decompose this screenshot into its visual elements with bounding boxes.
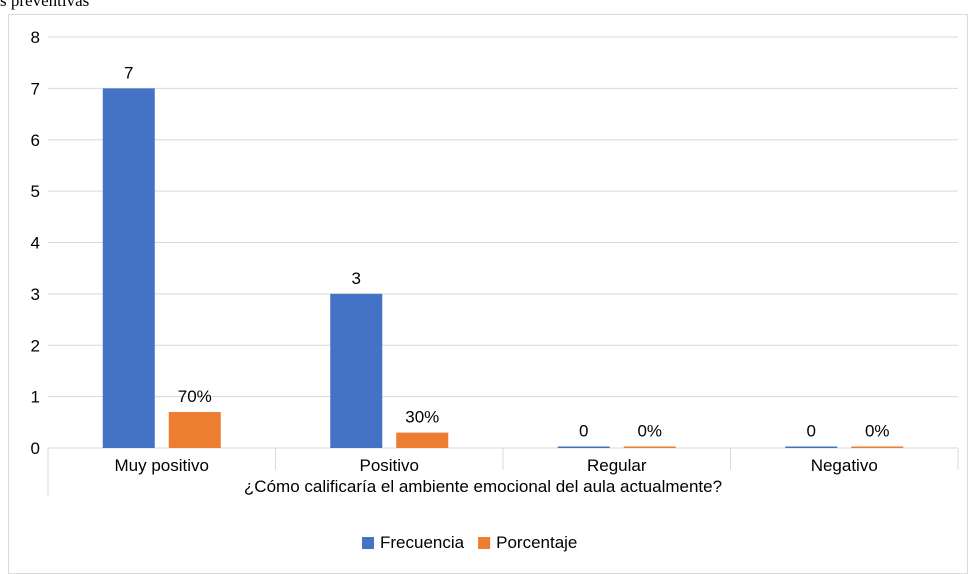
y-tick-label: 1 [31, 388, 40, 407]
y-tick-label: 3 [31, 285, 40, 304]
bar-frecuencia-3 [785, 446, 838, 448]
x-axis-title: ¿Cómo calificaría el ambiente emocional … [244, 477, 722, 496]
y-tick-label: 4 [31, 234, 40, 253]
data-label: 0% [637, 422, 662, 441]
bar-porcentaje-2 [623, 446, 676, 448]
category-label: Muy positivo [115, 456, 209, 475]
y-tick-label: 2 [31, 336, 40, 355]
legend: Frecuencia Porcentaje [362, 533, 577, 552]
legend-label: Porcentaje [496, 533, 577, 552]
legend-swatch-porcentaje [478, 537, 491, 549]
bars [102, 88, 904, 448]
legend-swatch-frecuencia [362, 537, 374, 549]
data-labels: 7 70% 3 30% 0 0% 0 0% [124, 63, 890, 440]
y-tick-label: 6 [31, 131, 40, 150]
bar-porcentaje-0 [168, 412, 221, 448]
category-label: Positivo [359, 456, 419, 475]
bar-frecuencia-1 [330, 293, 383, 448]
bar-porcentaje-3 [851, 446, 904, 448]
category-label: Negativo [811, 456, 878, 475]
y-tick-label: 7 [31, 79, 40, 98]
data-label: 0 [579, 422, 588, 441]
data-label: 3 [352, 269, 361, 288]
y-tick-label: 5 [31, 182, 40, 201]
y-tick-label: 0 [31, 439, 40, 458]
data-label: 7 [124, 63, 133, 82]
category-labels: Muy positivo Positivo Regular Negativo [115, 456, 878, 475]
category-label: Regular [587, 456, 647, 475]
bar-frecuencia-0 [102, 88, 155, 448]
data-label: 70% [178, 387, 212, 406]
legend-label: Frecuencia [380, 533, 465, 552]
data-label: 0% [865, 422, 890, 441]
data-label: 30% [405, 408, 439, 427]
y-axis-ticks: 0 1 2 3 4 5 6 7 8 [31, 28, 40, 458]
bar-porcentaje-1 [396, 432, 449, 448]
figure-caption: s preventivas [0, 0, 90, 10]
y-tick-label: 8 [31, 28, 40, 47]
gridlines [47, 36, 959, 496]
data-label: 0 [807, 422, 816, 441]
bar-frecuencia-2 [557, 446, 610, 448]
